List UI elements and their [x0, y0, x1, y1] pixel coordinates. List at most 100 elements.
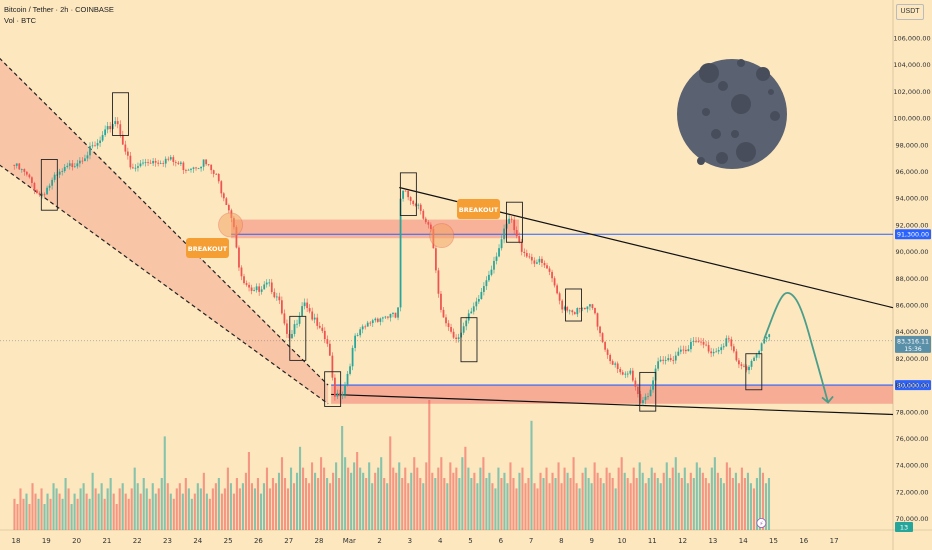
volume-bar	[88, 498, 91, 530]
candle-body	[275, 296, 278, 298]
volume-bar	[67, 488, 70, 530]
candle-body	[609, 354, 612, 362]
candle-body	[356, 335, 359, 336]
volume-bar	[512, 478, 515, 530]
candle-body	[207, 164, 210, 165]
candle-body	[341, 394, 344, 396]
support-trendline	[331, 393, 894, 416]
volume-bar	[103, 498, 106, 530]
candle-body	[253, 290, 255, 291]
candle-body	[611, 361, 614, 365]
candle-body	[169, 157, 172, 160]
volume-bar	[713, 457, 716, 530]
candle-body	[543, 262, 546, 266]
candle-body	[738, 360, 740, 365]
breakout-label-1: BREAKOUT	[459, 206, 499, 214]
candle-body	[291, 333, 293, 339]
volume-bar	[530, 420, 533, 530]
moon-crater	[711, 129, 721, 139]
candle-body	[283, 313, 286, 324]
candle-body	[137, 166, 139, 168]
candle-body	[51, 179, 53, 186]
volume-bar	[695, 462, 698, 530]
candle-body	[210, 164, 213, 171]
volume-bar	[443, 478, 446, 530]
volume-bar	[298, 446, 302, 530]
candle-body	[455, 337, 457, 339]
volume-bar	[422, 483, 425, 530]
candle-body	[566, 307, 569, 311]
volume-bar	[73, 493, 76, 530]
candle-body	[195, 167, 197, 169]
volume-bar	[13, 498, 16, 530]
candle-body	[558, 293, 561, 301]
price-tick-label: 70,000.00	[895, 515, 928, 523]
price-tick-label: 98,000.00	[895, 141, 928, 149]
candle-body	[109, 126, 112, 130]
volume-bar	[85, 493, 88, 530]
candle-body	[435, 248, 437, 271]
volume-bar	[581, 472, 584, 530]
volume-bar	[455, 467, 458, 530]
volume-bar	[440, 457, 443, 530]
moon-crater	[731, 94, 751, 114]
volume-bar	[734, 472, 737, 530]
volume-bar	[97, 493, 100, 530]
volume-bar	[301, 467, 305, 530]
candle-body	[392, 312, 394, 314]
candle-body	[174, 161, 177, 163]
volume-bar	[725, 462, 728, 530]
candle-body	[334, 377, 336, 397]
pattern-box	[460, 317, 478, 363]
date-tick-label: 16	[799, 537, 808, 545]
candle-body	[674, 355, 677, 361]
candle-body	[344, 384, 346, 395]
candle-body	[376, 318, 379, 322]
candle-body	[255, 286, 258, 291]
candle-body	[215, 173, 218, 175]
volume-bar	[746, 472, 749, 530]
volume-bar	[605, 467, 608, 530]
volume-bar	[175, 488, 178, 530]
volume-indicator-label[interactable]: Vol · BTC	[4, 16, 37, 25]
candle-body	[197, 168, 200, 170]
volume-bar	[635, 478, 638, 530]
volume-bar	[277, 472, 281, 530]
volume-bar	[506, 483, 509, 530]
volume-bar	[320, 457, 323, 530]
breakout-tag-0	[186, 238, 229, 258]
candle-body	[730, 339, 733, 347]
candle-body	[270, 282, 273, 293]
candle-body	[419, 204, 422, 211]
volume-bar	[100, 483, 103, 530]
candle-body	[318, 325, 321, 328]
candle-body	[306, 302, 309, 309]
date-tick-label: 13	[708, 537, 717, 545]
volume-bar	[52, 483, 55, 530]
pattern-box	[324, 371, 342, 407]
volume-bar	[488, 472, 491, 530]
volume-bar	[308, 483, 311, 530]
candle-body	[89, 146, 91, 156]
candle-body	[672, 359, 675, 361]
candle-body	[149, 162, 152, 164]
date-tick-label: 14	[739, 537, 748, 545]
volume-bar	[467, 467, 470, 530]
volume-bar	[482, 457, 485, 530]
volume-bar	[118, 488, 121, 530]
volume-bar	[19, 488, 22, 530]
candle-body	[157, 162, 160, 164]
volume-bar	[286, 488, 290, 530]
candle-body	[677, 351, 680, 356]
pattern-box	[639, 371, 657, 412]
candle-body	[639, 394, 642, 403]
candle-body	[31, 177, 33, 184]
currency-selector[interactable]: USDT	[896, 4, 924, 20]
volume-bar	[76, 498, 79, 530]
volume-bar	[94, 488, 97, 530]
volume-bar	[563, 467, 566, 530]
candle-body	[604, 342, 606, 350]
candle-body	[402, 190, 404, 199]
